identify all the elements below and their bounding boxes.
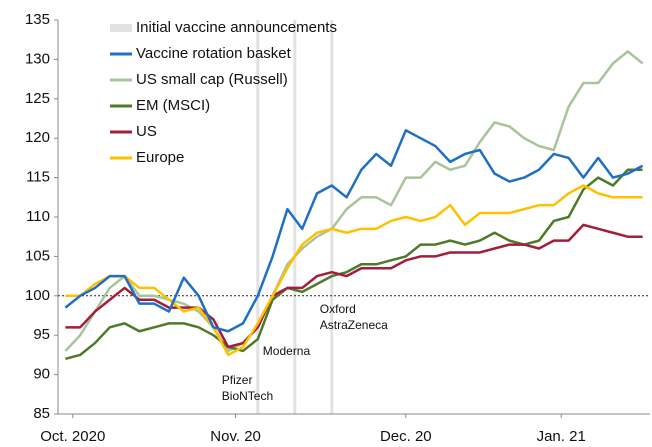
legend-label: Initial vaccine announcements [136, 19, 337, 36]
legend-label: US [136, 123, 157, 140]
y-tick-label: 130 [25, 50, 50, 67]
series-line [65, 223, 643, 349]
y-tick-label: 125 [25, 90, 50, 107]
series-line [65, 184, 643, 357]
y-tick-label: 90 [33, 366, 50, 383]
y-tick-label: 110 [26, 208, 50, 225]
y-tick-label: 115 [26, 169, 50, 186]
y-tick-label: 95 [33, 326, 50, 343]
series-line [64, 50, 644, 353]
legend-label: EM (MSCI) [136, 97, 210, 114]
series-line [64, 129, 644, 333]
annotation: Oxford [320, 302, 356, 316]
x-tick-label: Oct. 2020 [40, 428, 105, 445]
series-line [65, 168, 643, 361]
annotation: Moderna [263, 344, 311, 358]
x-tick-label: Jan. 21 [537, 428, 586, 445]
y-tick-label: 85 [33, 405, 50, 422]
annotation: BioNTech [222, 389, 273, 403]
x-tick-label: Nov. 20 [210, 428, 261, 445]
annotation: Pfizer [222, 373, 253, 387]
x-tick-label: Dec. 20 [380, 428, 432, 445]
legend-label: Europe [136, 149, 184, 166]
legend-label: Vaccine rotation basket [136, 45, 292, 62]
legend-label: US small cap (Russell) [136, 71, 288, 88]
y-tick-label: 100 [25, 287, 50, 304]
y-tick-label: 120 [25, 129, 50, 146]
annotation: AstraZeneca [320, 318, 388, 332]
y-tick-label: 105 [25, 247, 50, 264]
y-tick-label: 135 [25, 11, 50, 28]
